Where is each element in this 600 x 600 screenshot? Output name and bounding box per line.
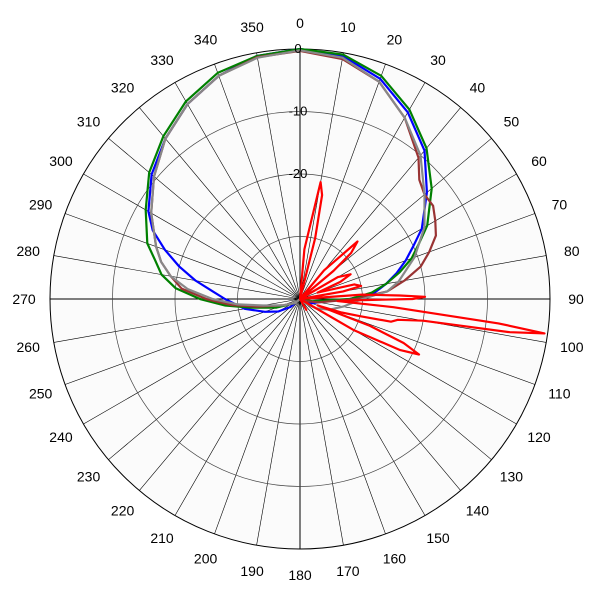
angle-label: 150 — [426, 530, 450, 546]
angle-label: 330 — [150, 52, 174, 68]
angle-label: 70 — [552, 197, 568, 213]
angle-label: 120 — [527, 429, 551, 445]
angle-label: 340 — [194, 32, 218, 48]
angle-label: 190 — [240, 563, 264, 579]
radial-tick-label: -10 — [289, 104, 308, 119]
angle-label: 280 — [17, 243, 41, 259]
angle-label: 40 — [470, 80, 486, 96]
radial-labels: 0 -10 -20 — [289, 41, 308, 181]
radial-tick-label: -20 — [289, 166, 308, 181]
angle-label: 230 — [77, 468, 101, 484]
angle-label: 20 — [387, 32, 403, 48]
angle-label: 210 — [150, 530, 174, 546]
angle-label: 100 — [560, 339, 584, 355]
series-layer — [144, 47, 546, 356]
angle-label: 350 — [240, 19, 264, 35]
angle-label: 270 — [12, 291, 36, 307]
angle-label: 180 — [288, 567, 312, 583]
angle-label: 170 — [336, 563, 360, 579]
angle-label: 240 — [49, 429, 73, 445]
angle-label: 130 — [500, 468, 524, 484]
series-line-4 — [298, 181, 546, 356]
angle-label: 300 — [49, 153, 73, 169]
angle-label: 90 — [568, 291, 584, 307]
angle-label: 310 — [77, 114, 101, 130]
angle-label: 60 — [531, 153, 547, 169]
angle-label: 30 — [430, 52, 446, 68]
grid-ring — [112, 111, 488, 487]
grid-ring — [174, 173, 426, 425]
angle-label: 50 — [504, 114, 520, 130]
angle-label: 250 — [29, 385, 53, 401]
angle-label: 10 — [340, 19, 356, 35]
angle-label: 140 — [466, 502, 490, 518]
angle-label: 80 — [564, 243, 580, 259]
angle-label: 220 — [111, 502, 135, 518]
angle-label: 200 — [194, 550, 218, 566]
angle-label: 320 — [111, 80, 135, 96]
angle-label: 110 — [548, 385, 571, 401]
radial-tick-label: 0 — [294, 41, 301, 56]
angle-label: 0 — [296, 15, 304, 31]
series-line-3 — [150, 49, 426, 311]
angle-label: 260 — [17, 339, 41, 355]
angle-label: 160 — [383, 550, 407, 566]
angle-labels: 0 10 20 30 40 50 60 70 80 90 100 110 120 130 140 150 160… — [12, 15, 584, 583]
angle-label: 290 — [29, 197, 53, 213]
